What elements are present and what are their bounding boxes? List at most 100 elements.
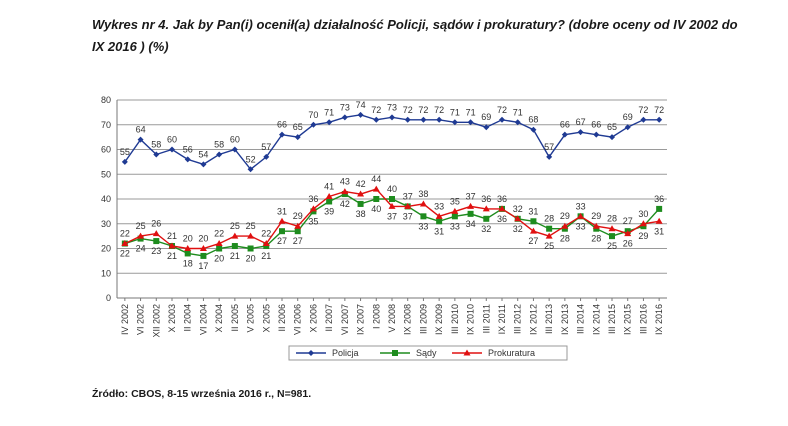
data-label: 71 xyxy=(513,107,523,117)
data-label: 35 xyxy=(450,196,460,206)
point-policja xyxy=(184,156,191,163)
point-policja xyxy=(561,131,568,138)
data-label: 36 xyxy=(481,194,491,204)
y-tick-label: 0 xyxy=(106,293,111,303)
point-sądy xyxy=(279,228,285,235)
data-label: 52 xyxy=(246,154,256,164)
x-tick-label: IX 2013 xyxy=(560,304,570,335)
legend-marker xyxy=(463,349,471,356)
point-prokuratura xyxy=(561,222,569,229)
data-label: 20 xyxy=(198,234,208,244)
point-policja xyxy=(357,111,364,118)
data-label: 60 xyxy=(167,135,177,145)
data-label: 71 xyxy=(466,107,476,117)
x-tick-label: III 2016 xyxy=(638,304,648,334)
data-label: 20 xyxy=(183,234,193,244)
data-label: 28 xyxy=(607,214,617,224)
data-label: 22 xyxy=(120,229,130,239)
x-tick-label: IV 2002 xyxy=(120,304,130,335)
y-tick-label: 50 xyxy=(101,169,111,179)
point-policja xyxy=(263,153,270,160)
x-tick-label: III 2011 xyxy=(481,304,491,333)
data-label: 72 xyxy=(638,105,648,115)
point-prokuratura xyxy=(592,222,600,229)
data-label: 67 xyxy=(576,117,586,127)
data-label: 22 xyxy=(120,249,130,259)
data-label: 36 xyxy=(308,194,318,204)
point-policja xyxy=(467,119,474,126)
x-tick-label: X 2006 xyxy=(308,304,318,333)
point-prokuratura xyxy=(435,212,443,219)
data-label: 21 xyxy=(167,231,177,241)
data-label: 72 xyxy=(418,105,428,115)
point-prokuratura xyxy=(184,245,192,251)
point-prokuratura xyxy=(467,202,475,209)
data-label: 40 xyxy=(371,204,381,214)
data-label: 25 xyxy=(544,241,554,251)
point-policja xyxy=(279,131,285,138)
point-prokuratura xyxy=(341,188,349,195)
data-label: 30 xyxy=(638,209,648,219)
point-prokuratura xyxy=(655,217,663,224)
point-policja xyxy=(341,114,348,121)
data-label: 22 xyxy=(261,229,271,239)
point-prokuratura xyxy=(639,220,647,227)
data-label: 72 xyxy=(497,105,507,115)
x-tick-label: I 2008 xyxy=(371,304,381,329)
x-tick-label: VI 2002 xyxy=(136,304,146,335)
legend-label: Policja xyxy=(332,348,359,358)
data-label: 37 xyxy=(403,191,413,201)
source-note: Źródło: CBOS, 8-15 września 2016 r., N=9… xyxy=(92,388,312,400)
point-sądy xyxy=(200,252,207,259)
point-prokuratura xyxy=(278,217,286,224)
y-tick-label: 30 xyxy=(101,219,111,229)
data-label: 21 xyxy=(167,251,177,261)
x-tick-label: V 2005 xyxy=(246,304,256,333)
data-label: 25 xyxy=(230,221,240,231)
point-policja xyxy=(593,131,600,138)
data-label: 35 xyxy=(308,216,318,226)
point-prokuratura xyxy=(168,242,176,249)
point-prokuratura xyxy=(498,205,506,212)
point-sądy xyxy=(326,198,333,205)
data-label: 34 xyxy=(466,219,476,229)
data-label: 60 xyxy=(230,135,240,145)
x-tick-label: X 2003 xyxy=(167,304,177,333)
point-sądy xyxy=(451,213,458,220)
point-sądy xyxy=(153,238,160,245)
data-label: 29 xyxy=(560,211,570,221)
data-label: 31 xyxy=(654,226,664,236)
point-prokuratura xyxy=(451,207,459,214)
point-prokuratura xyxy=(372,185,380,192)
data-label: 65 xyxy=(293,122,303,132)
point-prokuratura xyxy=(215,240,223,247)
y-tick-label: 80 xyxy=(101,95,111,105)
point-sądy xyxy=(420,213,427,220)
legend-box xyxy=(288,345,568,361)
point-policja xyxy=(436,116,443,123)
point-policja xyxy=(451,119,458,126)
point-policja xyxy=(294,134,301,141)
x-tick-label: IX 2012 xyxy=(528,304,538,335)
x-tick-label: III 2014 xyxy=(576,304,586,334)
data-label: 17 xyxy=(198,261,208,271)
data-label: 66 xyxy=(591,120,601,130)
data-label: 38 xyxy=(418,189,428,199)
point-sądy xyxy=(247,245,254,252)
data-label: 25 xyxy=(246,221,256,231)
point-prokuratura xyxy=(419,200,427,207)
point-prokuratura xyxy=(247,232,255,239)
data-label: 26 xyxy=(151,219,161,229)
point-prokuratura xyxy=(137,232,145,239)
y-tick-label: 70 xyxy=(101,120,111,130)
point-prokuratura xyxy=(294,222,302,229)
data-label: 32 xyxy=(513,224,523,234)
data-label: 39 xyxy=(324,206,334,216)
x-tick-label: VI 2007 xyxy=(340,304,350,335)
point-prokuratura xyxy=(388,202,396,209)
point-policja xyxy=(483,124,490,131)
data-label: 69 xyxy=(481,112,491,122)
point-prokuratura xyxy=(325,193,333,200)
point-sądy xyxy=(373,196,380,202)
point-prokuratura xyxy=(514,215,522,222)
